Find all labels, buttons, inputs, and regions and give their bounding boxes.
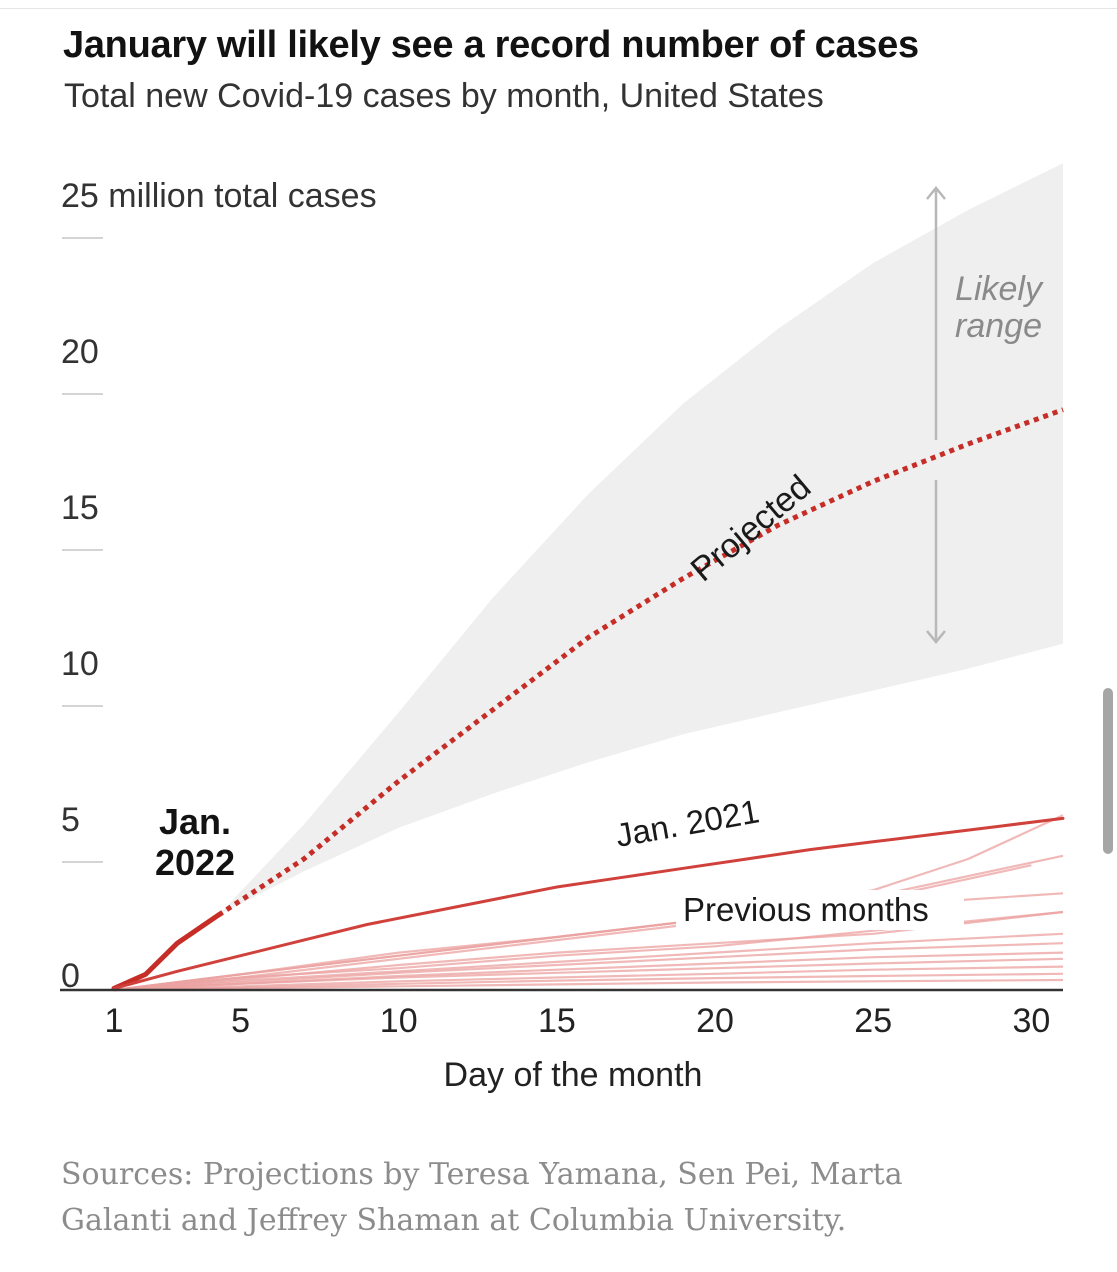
- chart-title: January will likely see a record number …: [63, 24, 919, 66]
- range-arrowhead-up-icon: [926, 186, 946, 200]
- y-tick-label: 15: [61, 489, 99, 527]
- scrollbar[interactable]: [1103, 688, 1113, 854]
- x-tick-label: 5: [231, 1002, 250, 1040]
- previous-month-line: [113, 932, 1064, 992]
- jan-2022-line: [111, 912, 221, 991]
- sources-note: Sources: Projections by Teresa Yamana, S…: [61, 1157, 903, 1238]
- previous-month-line: [113, 910, 1064, 992]
- range-arrowhead-down-icon: [926, 630, 946, 644]
- y-tick-label: 5: [61, 801, 80, 839]
- previous-months-label-bg: [676, 890, 964, 930]
- previous-month-line: [113, 910, 1064, 992]
- y-tick-label: 0: [61, 957, 80, 995]
- main-series-layer: [111, 407, 1065, 991]
- x-tick-label: 1: [105, 1002, 124, 1040]
- jan-2021-label: Jan. 2021: [613, 792, 762, 854]
- x-tick-label: 25: [854, 1002, 892, 1040]
- top-divider: [0, 8, 1117, 9]
- x-tick-label: 15: [538, 1002, 576, 1040]
- likely-range-label: Likely range: [955, 270, 1044, 345]
- chart-subtitle: Total new Covid-19 cases by month, Unite…: [64, 77, 824, 115]
- y-axis: 0 5 10 15 20 25 million total cases: [61, 177, 377, 995]
- x-tick-label: 10: [380, 1002, 418, 1040]
- x-axis-label: Day of the month: [444, 1056, 703, 1094]
- previous-month-line: [113, 965, 1064, 992]
- jan-2021-line: [112, 816, 1065, 990]
- y-tick-label: 25 million total cases: [61, 177, 377, 215]
- jan-2022-label: Jan. 2022: [155, 801, 235, 883]
- previous-month-line: [113, 942, 1064, 992]
- previous-month-line: [113, 957, 1064, 992]
- y-tick-label: 10: [61, 645, 99, 683]
- y-tick-label: 20: [61, 333, 99, 371]
- previous-months-label: Previous months: [683, 891, 929, 928]
- previous-month-line: [113, 978, 1064, 992]
- likely-range-layer: [218, 163, 1063, 916]
- x-tick-label: 30: [1012, 1002, 1050, 1040]
- x-tick-label: 20: [696, 1002, 734, 1040]
- likely-range-band: [218, 163, 1063, 916]
- projected-line: [217, 407, 1064, 918]
